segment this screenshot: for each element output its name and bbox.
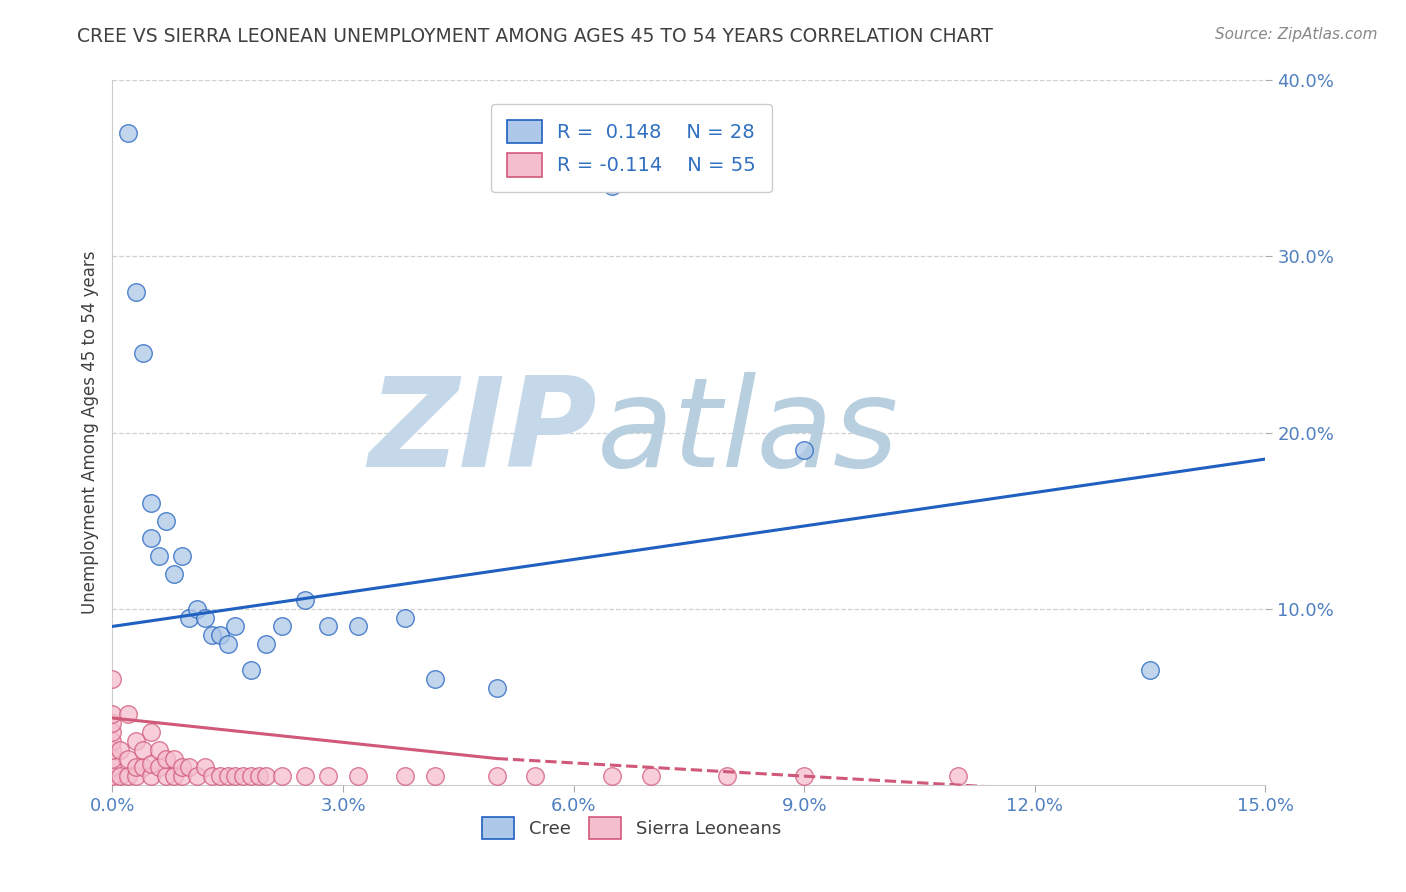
Point	[101, 734, 124, 748]
Legend: Cree, Sierra Leoneans: Cree, Sierra Leoneans	[475, 810, 787, 847]
Point	[179, 760, 201, 774]
Point	[793, 443, 815, 458]
Point	[201, 628, 224, 642]
Point	[170, 549, 193, 563]
Point	[316, 619, 339, 633]
Point	[247, 769, 270, 783]
Point	[101, 707, 124, 722]
Point	[170, 769, 193, 783]
Point	[132, 346, 155, 360]
Point	[163, 566, 186, 581]
Point	[124, 760, 146, 774]
Point	[224, 619, 246, 633]
Point	[186, 769, 208, 783]
Point	[139, 496, 162, 510]
Point	[394, 769, 416, 783]
Point	[101, 760, 124, 774]
Point	[217, 769, 239, 783]
Point	[425, 769, 447, 783]
Point	[224, 769, 246, 783]
Point	[217, 637, 239, 651]
Point	[170, 760, 193, 774]
Point	[163, 769, 186, 783]
Point	[209, 628, 232, 642]
Point	[124, 769, 146, 783]
Point	[139, 756, 162, 771]
Point	[101, 716, 124, 731]
Point	[155, 514, 177, 528]
Point	[524, 769, 547, 783]
Point	[179, 610, 201, 624]
Point	[232, 769, 254, 783]
Point	[163, 751, 186, 765]
Point	[270, 769, 292, 783]
Point	[239, 769, 262, 783]
Point	[201, 769, 224, 783]
Point	[793, 769, 815, 783]
Point	[316, 769, 339, 783]
Text: Source: ZipAtlas.com: Source: ZipAtlas.com	[1215, 27, 1378, 42]
Point	[254, 769, 277, 783]
Point	[108, 769, 131, 783]
Point	[117, 769, 139, 783]
Point	[270, 619, 292, 633]
Point	[294, 769, 316, 783]
Point	[946, 769, 969, 783]
Point	[132, 760, 155, 774]
Point	[148, 760, 170, 774]
Point	[139, 769, 162, 783]
Point	[139, 531, 162, 545]
Text: CREE VS SIERRA LEONEAN UNEMPLOYMENT AMONG AGES 45 TO 54 YEARS CORRELATION CHART: CREE VS SIERRA LEONEAN UNEMPLOYMENT AMON…	[77, 27, 993, 45]
Point	[148, 742, 170, 756]
Point	[600, 769, 623, 783]
Point	[101, 725, 124, 739]
Point	[186, 601, 208, 615]
Text: atlas: atlas	[596, 372, 898, 493]
Point	[101, 778, 124, 792]
Point	[194, 760, 217, 774]
Point	[640, 769, 662, 783]
Point	[139, 725, 162, 739]
Point	[485, 681, 508, 695]
Point	[425, 673, 447, 687]
Point	[239, 664, 262, 678]
Point	[347, 769, 370, 783]
Point	[124, 285, 146, 299]
Point	[117, 707, 139, 722]
Point	[101, 742, 124, 756]
Point	[108, 742, 131, 756]
Point	[148, 549, 170, 563]
Point	[254, 637, 277, 651]
Point	[132, 742, 155, 756]
Point	[117, 126, 139, 140]
Point	[101, 769, 124, 783]
Point	[124, 734, 146, 748]
Point	[155, 751, 177, 765]
Text: ZIP: ZIP	[368, 372, 596, 493]
Point	[294, 593, 316, 607]
Point	[101, 751, 124, 765]
Point	[600, 178, 623, 193]
Point	[155, 769, 177, 783]
Point	[394, 610, 416, 624]
Point	[194, 610, 217, 624]
Y-axis label: Unemployment Among Ages 45 to 54 years: Unemployment Among Ages 45 to 54 years	[80, 251, 98, 615]
Point	[209, 769, 232, 783]
Point	[716, 769, 738, 783]
Point	[101, 673, 124, 687]
Point	[117, 751, 139, 765]
Point	[1139, 664, 1161, 678]
Point	[485, 769, 508, 783]
Point	[347, 619, 370, 633]
